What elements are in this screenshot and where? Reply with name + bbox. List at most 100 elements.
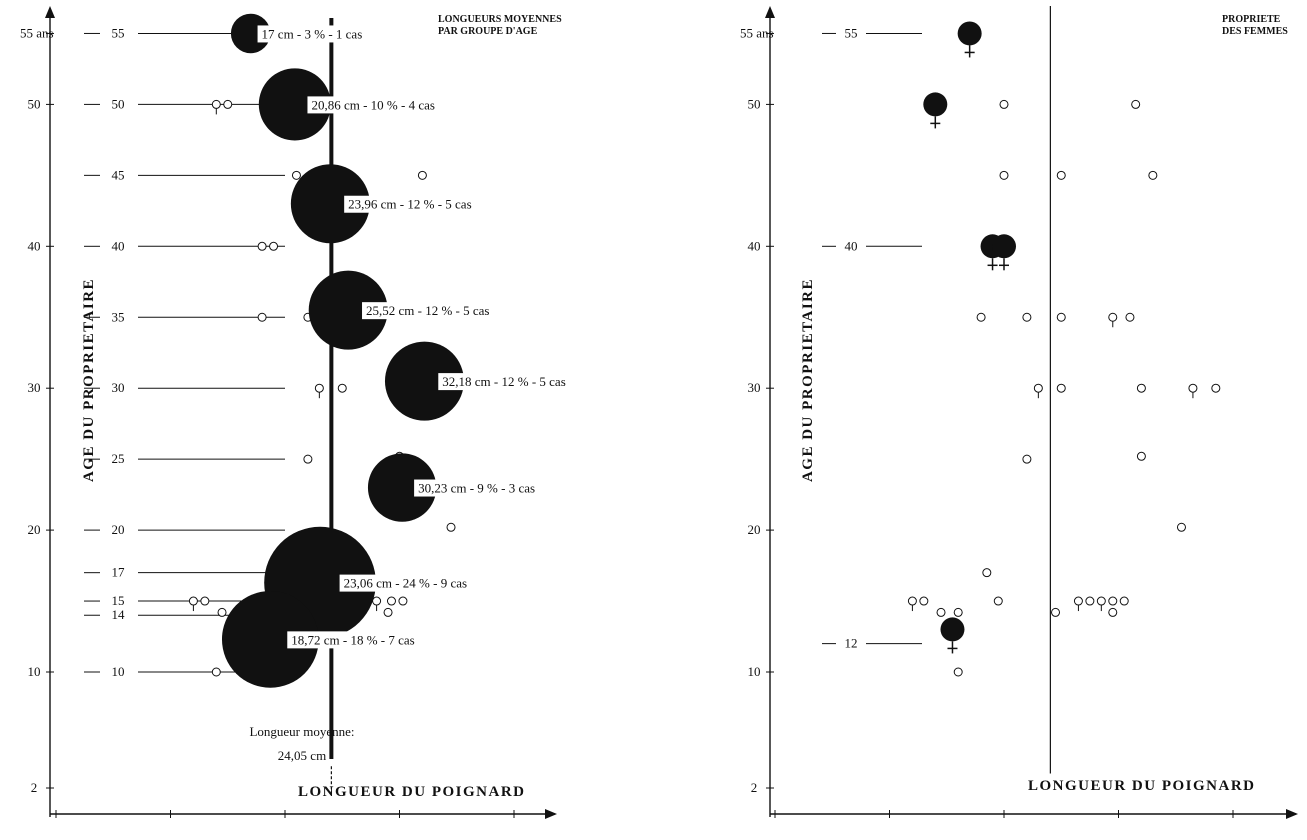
- age-marker-label: 40: [845, 238, 858, 253]
- chart-left: AGE DU PROPRIETAIRE LONGUEURS MOYENNES P…: [20, 6, 599, 840]
- y-tick-label: 55 ans: [20, 25, 54, 40]
- mean-line-label: Longueur moyenne:: [249, 724, 354, 739]
- data-point: [936, 607, 946, 617]
- data-point: [1108, 312, 1118, 322]
- chart-title-right-line2: DES FEMMES: [1222, 26, 1288, 37]
- data-point: [1136, 383, 1146, 393]
- data-point: [269, 241, 279, 251]
- data-point: [1188, 383, 1198, 393]
- data-point: [919, 596, 929, 606]
- data-point: [337, 383, 347, 393]
- data-point: [976, 312, 986, 322]
- group-mean-label-bg: [307, 96, 468, 114]
- data-point: [1033, 383, 1043, 393]
- data-point: [953, 607, 963, 617]
- y-tick-label: 55 ans: [740, 25, 774, 40]
- data-point: [907, 596, 917, 606]
- age-marker-label: 55: [845, 25, 858, 40]
- y-tick-label: 2: [751, 780, 758, 795]
- age-marker-label: 45: [112, 167, 125, 182]
- group-mean-label: 18,72 cm - 18 % - 7 cas: [291, 632, 414, 647]
- data-point: [314, 383, 324, 393]
- woman-marker: [923, 92, 948, 117]
- data-point: [200, 596, 210, 606]
- age-marker-label: 20: [112, 522, 125, 537]
- data-point: [1022, 312, 1032, 322]
- data-point: [999, 170, 1009, 180]
- data-point: [1096, 596, 1106, 606]
- data-point: [417, 170, 427, 180]
- y-tick-label: 40: [28, 238, 41, 253]
- y-tick-label: 50: [28, 96, 41, 111]
- age-marker-label: 14: [112, 607, 126, 622]
- data-point: [398, 596, 408, 606]
- y-tick-label: 30: [28, 380, 41, 395]
- x-axis-arrow: [545, 809, 557, 819]
- age-marker-label: 50: [112, 96, 125, 111]
- chart-title-right-line1: PROPRIETE: [1222, 14, 1281, 25]
- woman-marker: [992, 234, 1016, 259]
- age-marker-label: 55: [112, 25, 125, 40]
- data-point: [1119, 596, 1129, 606]
- age-marker-label: 12: [845, 636, 858, 651]
- chart-title-left-line1: LONGUEURS MOYENNES: [438, 14, 562, 25]
- data-point: [1056, 170, 1066, 180]
- group-mean-label: 23,06 cm - 24 % - 9 cas: [344, 576, 467, 591]
- group-mean-disc: [308, 270, 388, 350]
- data-point: [999, 99, 1009, 109]
- group-mean-disc: [367, 453, 437, 522]
- data-point: [1108, 596, 1118, 606]
- data-point: [1148, 170, 1158, 180]
- y-tick-label: 20: [28, 522, 41, 537]
- data-point: [953, 667, 963, 677]
- data-point: [446, 522, 456, 532]
- group-mean-disc: [384, 341, 464, 421]
- group-mean-label-bg: [257, 25, 391, 43]
- data-point: [188, 596, 198, 606]
- y-axis-arrow: [765, 6, 775, 18]
- group-mean-disc: [221, 590, 319, 688]
- y-tick-label: 20: [748, 522, 761, 537]
- data-point: [1056, 312, 1066, 322]
- group-mean-label: 30,23 cm - 9 % - 3 cas: [418, 481, 535, 496]
- data-point: [1125, 312, 1135, 322]
- data-point: [372, 596, 382, 606]
- y-tick-label: 30: [748, 380, 761, 395]
- age-marker-label: 15: [112, 593, 125, 608]
- group-mean-label-bg: [414, 479, 568, 497]
- y-axis-arrow: [45, 6, 55, 18]
- data-point: [1073, 596, 1083, 606]
- y-tick-label: 2: [31, 780, 38, 795]
- chart-title-left-line2: PAR GROUPE D'AGE: [438, 26, 538, 37]
- group-mean-label: 23,96 cm - 12 % - 5 cas: [348, 197, 471, 212]
- group-mean-label-bg: [362, 302, 522, 320]
- x-axis-title-left: LONGUEUR DU POIGNARD: [298, 784, 526, 800]
- group-mean-disc: [230, 13, 271, 54]
- data-point: [1108, 607, 1118, 617]
- data-point: [257, 312, 267, 322]
- data-point: [993, 596, 1003, 606]
- age-marker-label: 17: [112, 565, 126, 580]
- age-marker-label: 35: [112, 309, 125, 324]
- data-point: [1022, 454, 1032, 464]
- group-mean-label-bg: [287, 631, 448, 649]
- data-point: [1176, 522, 1186, 532]
- data-point: [291, 170, 301, 180]
- y-tick-label: 10: [748, 664, 761, 679]
- data-point: [1131, 99, 1141, 109]
- data-point: [217, 607, 227, 617]
- age-marker-label: 25: [112, 451, 125, 466]
- data-point: [1056, 383, 1066, 393]
- data-point: [982, 568, 992, 578]
- data-point: [386, 596, 396, 606]
- data-point: [1085, 596, 1095, 606]
- data-point: [223, 99, 233, 109]
- age-marker-label: 30: [112, 380, 125, 395]
- group-mean-label: 32,18 cm - 12 % - 5 cas: [442, 374, 565, 389]
- group-mean-label-bg: [344, 195, 504, 213]
- data-point: [1051, 607, 1061, 617]
- data-point: [1136, 451, 1146, 461]
- data-point: [257, 241, 267, 251]
- y-tick-label: 40: [748, 238, 761, 253]
